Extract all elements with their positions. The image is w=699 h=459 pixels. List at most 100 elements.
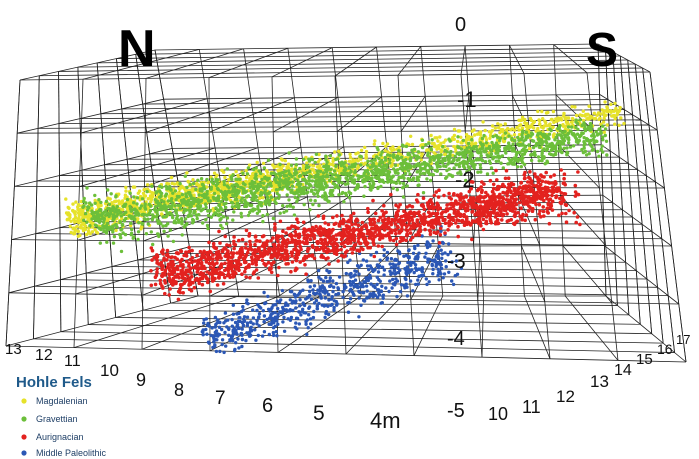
grid-line: [602, 194, 672, 247]
data-point: [384, 223, 388, 228]
data-point: [77, 216, 81, 220]
data-point: [211, 253, 215, 257]
data-point: [366, 206, 370, 211]
data-point: [211, 257, 215, 261]
data-point: [162, 256, 166, 261]
data-point: [387, 289, 391, 294]
data-point: [221, 282, 226, 286]
data-point: [90, 225, 95, 229]
data-point: [280, 234, 284, 239]
data-point: [115, 204, 120, 209]
data-point: [274, 188, 279, 192]
data-point: [335, 214, 339, 218]
data-point: [237, 268, 241, 273]
data-point: [406, 169, 411, 173]
data-point: [533, 217, 538, 222]
data-point: [221, 248, 225, 252]
data-point: [435, 204, 440, 208]
data-point: [150, 248, 155, 253]
data-point: [210, 326, 214, 330]
data-point: [284, 249, 289, 253]
data-point: [389, 266, 394, 270]
grid-line: [77, 59, 628, 68]
data-point: [243, 254, 248, 259]
data-point: [441, 210, 445, 214]
data-point: [280, 253, 285, 258]
data-point: [226, 254, 230, 258]
data-point: [612, 114, 617, 119]
data-point: [326, 292, 331, 297]
data-point: [440, 161, 445, 165]
grid-line: [116, 51, 613, 59]
data-point: [201, 333, 205, 337]
data-point: [368, 273, 372, 278]
data-point: [374, 165, 378, 169]
data-point: [548, 197, 553, 201]
data-point: [211, 207, 215, 211]
data-point: [470, 237, 474, 242]
data-point: [121, 204, 126, 209]
data-point: [351, 211, 356, 216]
data-point: [422, 212, 426, 217]
data-point: [499, 123, 503, 127]
data-point: [286, 317, 290, 321]
data-point: [372, 284, 376, 288]
data-point: [363, 161, 367, 165]
data-point: [277, 187, 282, 191]
data-point: [226, 249, 230, 253]
data-point: [319, 288, 323, 292]
data-point: [346, 310, 351, 314]
data-point: [479, 223, 483, 228]
data-point: [324, 311, 328, 316]
data-point: [358, 290, 362, 294]
data-point: [335, 303, 339, 307]
data-point: [378, 258, 382, 262]
data-point: [520, 189, 524, 194]
data-point: [442, 272, 447, 276]
data-point: [234, 169, 238, 174]
data-point: [537, 212, 541, 216]
data-point: [375, 288, 380, 292]
data-point: [385, 250, 390, 255]
data-point: [529, 185, 533, 189]
data-point: [456, 224, 460, 229]
data-point: [323, 296, 328, 300]
data-point: [302, 227, 307, 232]
data-point: [193, 259, 197, 263]
data-point: [65, 218, 70, 222]
grid-line: [209, 97, 295, 133]
data-point: [429, 212, 433, 216]
data-point: [255, 199, 259, 203]
data-point: [536, 195, 540, 200]
data-point: [391, 277, 395, 282]
data-point: [470, 135, 474, 139]
data-point: [404, 211, 408, 216]
data-point: [227, 327, 231, 332]
data-point: [578, 222, 582, 227]
data-point: [253, 234, 258, 238]
data-point: [240, 337, 245, 342]
data-point: [220, 327, 224, 332]
data-point: [242, 315, 247, 319]
data-point: [304, 322, 308, 326]
data-point: [232, 264, 237, 268]
data-point: [237, 346, 241, 350]
data-point: [394, 214, 399, 219]
data-point: [368, 294, 372, 299]
data-point: [417, 251, 421, 255]
data-point: [231, 194, 236, 198]
data-point: [501, 196, 506, 201]
data-point: [249, 333, 253, 337]
data-point: [390, 286, 394, 290]
data-point: [329, 242, 334, 246]
data-point: [356, 177, 360, 181]
data-point: [289, 250, 294, 254]
data-point: [346, 233, 351, 238]
data-point: [284, 245, 289, 249]
data-point: [272, 260, 276, 265]
data-point: [382, 273, 386, 277]
data-point: [496, 187, 501, 191]
data-point: [563, 117, 568, 121]
data-point: [426, 223, 431, 227]
